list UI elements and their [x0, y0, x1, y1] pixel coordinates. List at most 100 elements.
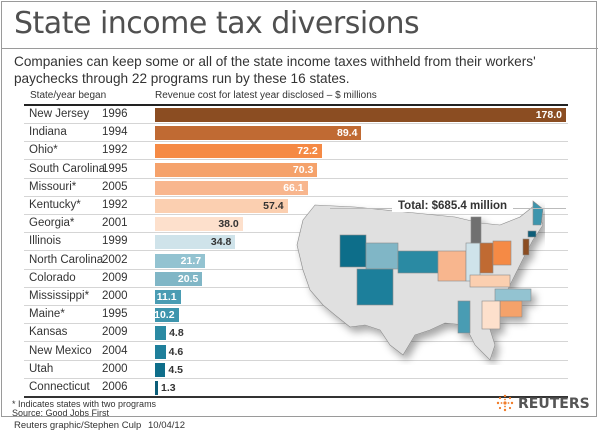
state-label: Kansas — [29, 326, 68, 339]
bar — [155, 271, 203, 286]
map-state-kansas — [397, 250, 439, 274]
value-label: 4.5 — [168, 363, 183, 376]
table-row: Kansas 2009 4.8 — [24, 324, 568, 343]
state-label: South Carolina — [29, 162, 106, 175]
state-label: Kentucky* — [29, 199, 81, 211]
graphic-date: 10/04/12 — [148, 420, 185, 431]
title-divider — [2, 48, 598, 49]
state-label: New Mexico — [29, 344, 92, 357]
state-label: Ohio* — [29, 144, 58, 157]
table-row: North Carolina 2002 21.7 — [24, 252, 568, 270]
us-map — [296, 200, 544, 361]
map-state-indiana — [479, 242, 494, 274]
bar — [155, 235, 236, 250]
state-label: New Jersey — [29, 108, 90, 120]
table-row: Georgia* 2001 38.0 — [24, 215, 568, 234]
year-label: 1992 — [102, 144, 128, 157]
value-label: 72.2 — [297, 145, 318, 158]
value-label: 4.6 — [168, 345, 184, 358]
bar — [155, 362, 166, 377]
table-row: Maine* 1995 10.2 — [24, 306, 568, 325]
row-divider — [24, 341, 568, 343]
value-label: 178.0 — [535, 109, 562, 121]
year-label: 1995 — [102, 162, 128, 175]
map-state-north-carolina — [494, 288, 532, 302]
row-divider — [24, 250, 568, 252]
state-label: Utah — [29, 362, 54, 375]
row-divider — [24, 177, 568, 179]
year-label: 1999 — [102, 235, 128, 248]
row-divider — [24, 286, 568, 288]
footer-rule — [24, 396, 568, 398]
map-state-michigan-lake — [470, 216, 482, 244]
bar — [155, 217, 243, 232]
row-divider — [24, 214, 568, 215]
year-label: 1995 — [102, 308, 128, 321]
state-label: Indiana — [29, 126, 67, 139]
row-divider — [24, 359, 568, 361]
year-label: 2005 — [102, 180, 128, 193]
value-label: 20.5 — [177, 272, 199, 285]
bar — [155, 308, 179, 323]
bar — [155, 199, 288, 213]
year-label: 2000 — [102, 290, 128, 302]
state-label: Colorado — [29, 271, 76, 284]
row-divider — [24, 268, 568, 270]
state-label: Georgia* — [29, 217, 75, 230]
bar — [155, 126, 362, 141]
map-state-colorado — [365, 242, 399, 270]
column-header-state: State/year began — [30, 90, 107, 101]
map-state-utah — [339, 234, 367, 268]
reuters-logo-icon — [496, 394, 514, 412]
table-row: Indiana 1994 89.4 — [24, 124, 568, 143]
table-row: Colorado 2009 20.5 — [24, 270, 568, 288]
table-row: Utah 2000 4.5 — [24, 361, 568, 379]
year-label: 1992 — [102, 199, 128, 211]
value-label: 57.4 — [263, 200, 284, 212]
bar — [155, 290, 181, 304]
state-label: North Carolina — [29, 253, 104, 266]
year-label: 1996 — [102, 108, 128, 120]
bar — [155, 326, 167, 341]
map-state-georgia — [481, 300, 501, 330]
map-state-maine — [532, 200, 544, 226]
reuters-logo-text: REUTERS — [518, 396, 590, 412]
value-label: 11.1 — [156, 291, 177, 303]
bar — [155, 344, 166, 359]
state-label: Connecticut — [29, 381, 90, 393]
table-row: Ohio* 1992 72.2 — [24, 142, 568, 161]
map-state-mississippi — [457, 300, 471, 334]
map-state-connecticut — [527, 230, 537, 238]
bar — [155, 180, 308, 195]
map-state-ohio — [492, 240, 512, 266]
map-state-new-mexico — [356, 268, 394, 306]
value-label: 89.4 — [337, 127, 358, 140]
value-label: 38.0 — [218, 218, 239, 231]
table-row: Illinois 1999 34.8 — [24, 233, 568, 252]
bar — [155, 381, 158, 395]
table-row: Mississippi* 2000 11.1 — [24, 288, 568, 306]
row-divider — [24, 141, 568, 143]
year-label: 2001 — [102, 217, 128, 230]
row-divider — [24, 377, 568, 379]
year-label: 2009 — [102, 271, 128, 284]
row-divider — [24, 159, 568, 161]
year-label: 2009 — [102, 326, 128, 339]
source-note: Source: Good Jobs First — [12, 408, 110, 418]
header-rule — [24, 104, 568, 106]
map-state-south-carolina — [499, 300, 523, 318]
row-divider — [24, 305, 568, 306]
map-state-kentucky — [469, 274, 511, 288]
graphic-credit: Reuters graphic/Stephen Culp — [14, 420, 142, 431]
row-divider — [24, 123, 568, 124]
chart-subtitle: Companies can keep some or all of the st… — [14, 54, 536, 86]
row-divider — [24, 195, 568, 197]
footnote: * Indicates states with two programs — [12, 399, 157, 409]
bar — [155, 144, 322, 159]
total-annotation: Total: $685.4 million — [392, 200, 514, 212]
value-label: 70.3 — [292, 163, 314, 176]
state-label: Maine* — [29, 308, 65, 321]
year-label: 2006 — [102, 381, 128, 393]
year-label: 2000 — [102, 362, 128, 375]
map-state-new-jersey — [522, 238, 530, 256]
